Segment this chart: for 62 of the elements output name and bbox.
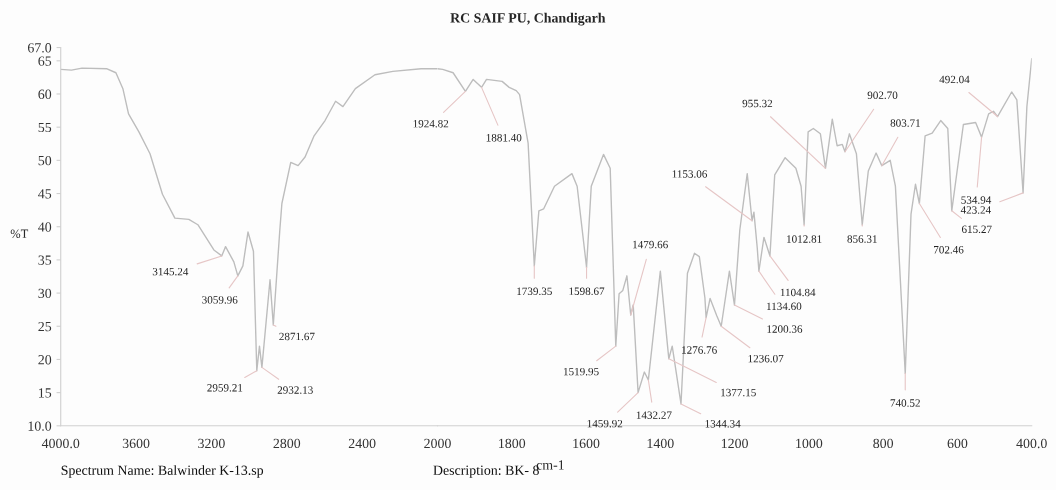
y-tick-label: 67.0 [27, 43, 52, 53]
annotation: 2871.67 [279, 332, 315, 341]
annotation: 1153.06 [672, 170, 708, 178]
x-tick-label: 1800 [499, 438, 526, 449]
annotation: 1276.76 [682, 346, 717, 354]
annotation: 492.04 [939, 75, 970, 84]
y-tick-label: 20 [38, 355, 52, 365]
x-tick-label: 2400 [348, 438, 376, 449]
x-tick-label: 4000.0 [41, 438, 80, 449]
annotation: 1519.95 [563, 367, 599, 376]
x-tick-label: 400.0 [1016, 438, 1047, 449]
annotation: 1924.82 [413, 119, 449, 128]
y-tick-label: 45 [38, 189, 52, 199]
annotation: 803.71 [890, 119, 920, 127]
annotation: 2959.21 [207, 384, 243, 392]
chart-title: RC SAIF PU, Chandigarh [450, 12, 606, 26]
annotation: 1881.40 [486, 134, 522, 142]
x-tick-label: 1400 [647, 438, 674, 449]
x-tick-label: 1000 [796, 438, 823, 449]
annotation: 3059.96 [202, 296, 238, 304]
annotation: 423.24 [960, 206, 991, 214]
annotation: 1739.35 [517, 287, 552, 296]
annotation: 1134.60 [767, 302, 802, 311]
y-tick-label: 65 [38, 56, 52, 66]
y-tick-label: 55 [38, 122, 52, 133]
y-tick-label: 30 [38, 288, 52, 299]
y-axis-title: %T [10, 229, 29, 238]
x-tick-label: 800 [873, 438, 894, 449]
x-tick-label: 3200 [198, 438, 225, 449]
annotation: 1432.27 [636, 411, 672, 419]
x-tick-label: 600 [947, 438, 968, 449]
x-tick-label: 1200 [721, 438, 748, 449]
annotation: 902.70 [867, 91, 898, 99]
annotation: 1236.07 [748, 354, 784, 363]
annotation: 1479.66 [633, 240, 668, 249]
x-tick-label: 1600 [573, 438, 600, 449]
y-tick-label: 25 [38, 321, 52, 332]
annotation: 955.32 [742, 99, 773, 108]
text: Spectrum Name: Balwinder K-13.sp [61, 465, 264, 478]
annotation: 1104.84 [780, 288, 816, 297]
annotation: 1377.15 [721, 388, 756, 397]
annotation: 1200.36 [767, 325, 803, 333]
annotation: 1344.34 [705, 420, 741, 428]
annotation: 615.27 [961, 225, 992, 234]
annotation: 534.94 [961, 196, 992, 204]
y-tick-label: 10.0 [28, 421, 52, 431]
annotation: 1598.67 [569, 287, 605, 296]
y-tick-label: 15 [39, 388, 52, 398]
y-tick-label: 50 [38, 155, 52, 166]
x-tick-label: 2800 [273, 438, 301, 449]
annotation: 1459.92 [587, 419, 623, 428]
x-tick-label: 2000 [424, 438, 451, 449]
annotation: 856.31 [847, 235, 877, 243]
annotation: 3145.24 [152, 267, 189, 276]
annotation: 702.46 [934, 245, 964, 254]
y-tick-label: 60 [38, 89, 52, 99]
annotation: 2932.13 [277, 386, 313, 394]
x-tick-label: 3600 [122, 438, 150, 449]
y-tick-label: 35 [38, 255, 52, 265]
y-tick-label: 40 [38, 222, 52, 232]
annotation: 740.52 [890, 399, 920, 407]
annotation: 1012.81 [787, 235, 822, 243]
